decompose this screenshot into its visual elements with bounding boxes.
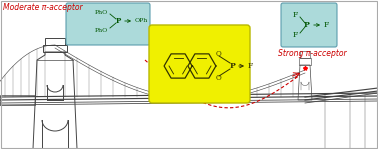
Text: F: F bbox=[293, 31, 298, 39]
Text: F: F bbox=[293, 11, 298, 19]
Text: Moderate π-acceptor: Moderate π-acceptor bbox=[3, 3, 83, 12]
Text: P: P bbox=[229, 62, 235, 70]
FancyBboxPatch shape bbox=[149, 25, 250, 103]
FancyBboxPatch shape bbox=[66, 3, 150, 45]
FancyBboxPatch shape bbox=[281, 3, 337, 47]
Bar bbox=[45, 38, 65, 45]
Text: PhO: PhO bbox=[95, 10, 108, 14]
Text: F: F bbox=[324, 21, 329, 29]
Text: P: P bbox=[304, 21, 310, 29]
Text: O: O bbox=[216, 50, 222, 58]
Text: P: P bbox=[115, 17, 121, 25]
Bar bbox=[299, 58, 311, 65]
Text: OPh: OPh bbox=[135, 18, 148, 24]
Text: F: F bbox=[248, 62, 253, 70]
Bar bbox=[43, 45, 67, 52]
Text: Strong π-acceptor: Strong π-acceptor bbox=[278, 49, 347, 58]
Text: PhO: PhO bbox=[95, 28, 108, 32]
Bar bbox=[0, 95, 35, 105]
Bar bbox=[300, 51, 310, 58]
Text: O: O bbox=[216, 74, 222, 82]
